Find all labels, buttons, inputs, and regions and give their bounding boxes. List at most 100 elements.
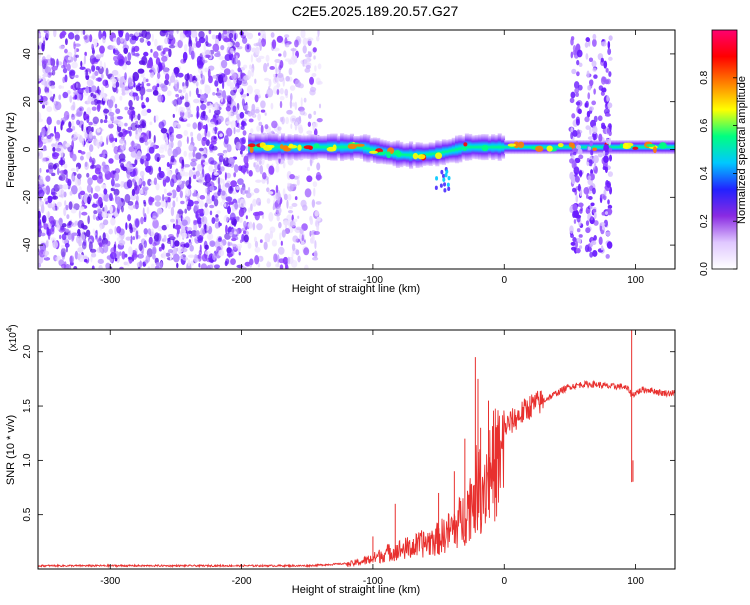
spectrogram-cell <box>130 122 138 131</box>
spectrogram-cell <box>608 56 613 61</box>
spectrogram-cell <box>86 184 92 193</box>
spectrogram-cell <box>88 241 93 251</box>
spectrogram-cell <box>170 155 175 163</box>
spectrogram-cell <box>290 123 293 130</box>
spectrogram-cell <box>184 101 190 108</box>
spectrogram-cell <box>139 170 145 178</box>
spectrogram-cell <box>311 72 317 77</box>
signal-band-cell <box>254 133 259 161</box>
spectrogram-cell <box>135 218 140 228</box>
snr-panel: -300 -200 -100 0 100 0.5 1.0 1.5 2.0 Height of … <box>5 324 676 596</box>
spectrogram-cell <box>192 150 196 158</box>
spectrogram-cell <box>86 140 89 148</box>
spectrogram-cell <box>241 36 248 44</box>
spectrogram-cell <box>590 150 594 156</box>
spectrogram-cell <box>607 204 613 210</box>
spectrogram-cell <box>135 230 139 240</box>
signal-band-cell <box>589 140 594 155</box>
spectrogram-cell <box>463 142 468 147</box>
spectrogram-cell <box>309 237 314 244</box>
spectrogram-cell <box>98 65 104 75</box>
spectrogram-cell <box>200 227 205 237</box>
spectrogram-cell <box>517 141 525 149</box>
spectrogram-cell <box>65 246 68 253</box>
spectrogram-cell <box>148 146 155 154</box>
spectrogram-cell <box>546 145 553 152</box>
spectrogram-cell <box>143 240 148 248</box>
colorbar: 0.0 0.2 0.4 0.6 0.8 Normalized spectral ampl… <box>699 29 748 276</box>
spectrogram-cell <box>434 185 438 191</box>
spectrogram-cell <box>304 188 312 198</box>
spectrogram-cell <box>192 192 197 197</box>
spectrogram-cell <box>247 186 251 194</box>
spectrogram-cell <box>89 34 93 43</box>
spectrogram-cell <box>210 160 217 165</box>
spectrogram-cell <box>126 179 133 189</box>
spectrogram-cell <box>148 196 153 206</box>
spectrogram-cell <box>235 243 243 249</box>
spectrogram-cell <box>277 195 280 205</box>
spectrogram-cell <box>80 60 83 68</box>
spectrogram-cell <box>128 130 132 137</box>
spectrogram-cell <box>572 204 578 212</box>
spectrogram-cell <box>216 50 221 56</box>
spectrogram-cell <box>130 89 133 98</box>
spectrogram-cell <box>576 129 580 135</box>
y-tick-label: 1.0 <box>22 453 33 467</box>
spectrogram-cell <box>316 162 321 171</box>
spectrogram-cell <box>97 237 103 246</box>
spectrogram-cell <box>312 256 319 261</box>
signal-band-cell <box>615 140 620 155</box>
signal-band-cell <box>402 143 407 167</box>
spectrogram-cell <box>585 220 590 227</box>
spectrogram-cell <box>162 193 165 202</box>
spectrogram-cell <box>577 148 583 155</box>
spectrogram-cell <box>62 59 68 69</box>
x-tick-label: -200 <box>232 576 252 587</box>
spectrogram-cell <box>188 35 192 45</box>
spectrogram-cell <box>265 54 270 63</box>
spectrogram-cell <box>316 223 319 231</box>
snr-x-label: Height of straight line (km) <box>292 584 420 596</box>
spectrogram-cell <box>317 30 320 37</box>
spectrogram-cell <box>134 159 138 166</box>
spectrogram-cell <box>63 207 67 217</box>
spectrogram-cell <box>652 146 657 154</box>
spectrogram-cell <box>102 243 109 254</box>
spectrogram-cell <box>169 163 173 169</box>
spectrogram-cell <box>69 255 73 265</box>
spectrogram-cell <box>44 66 52 74</box>
spectrogram-cell <box>183 59 187 63</box>
spectrogram-cell <box>129 114 132 120</box>
spectrogram-cell <box>238 216 243 223</box>
spectrogram-cell <box>151 215 158 222</box>
spectrogram-cell <box>193 98 200 104</box>
spectrogram-cell <box>156 207 163 215</box>
spectrogram-cell <box>75 74 79 79</box>
spectrogram-cell <box>585 37 591 43</box>
spectrogram-cell <box>571 113 576 119</box>
signal-band-cell <box>468 133 473 161</box>
spectrogram-cell <box>123 261 128 266</box>
spectrogram-cell <box>158 246 162 252</box>
spectrogram-cell <box>227 241 231 247</box>
spectrogram-cell <box>592 250 598 257</box>
spectrogram-cell <box>184 208 188 214</box>
spectrogram-cell <box>208 30 212 35</box>
spectrogram-cell <box>183 163 191 168</box>
spectrogram-cell <box>198 30 205 39</box>
spectrogram-cell <box>207 130 211 138</box>
spectrogram-cell <box>179 255 184 259</box>
spectrogram-cell <box>236 185 240 191</box>
spectrogram-cell <box>605 231 611 237</box>
signal-band-cell <box>487 135 492 159</box>
spectrogram-cell <box>70 85 74 90</box>
spectrogram-cell <box>108 123 114 129</box>
spectrogram-cell <box>66 63 71 71</box>
spectrogram-cell <box>573 162 577 168</box>
spectrogram-cell <box>60 123 63 131</box>
spectrogram-cell <box>66 214 70 220</box>
spectrogram-cell <box>254 46 260 56</box>
spectrogram-cell <box>252 222 256 231</box>
spectrogram-cell <box>74 94 78 100</box>
